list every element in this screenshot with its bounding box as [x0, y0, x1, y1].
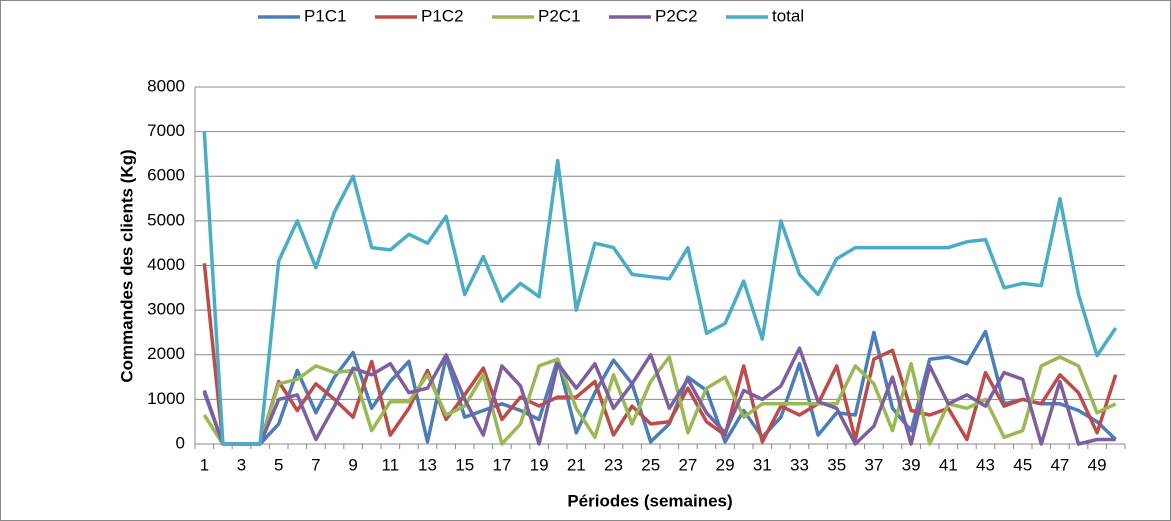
y-tick-label: 0 — [176, 433, 185, 452]
x-tick-label: 15 — [455, 455, 474, 474]
x-tick-label: 11 — [381, 455, 399, 474]
y-tick-label: 4000 — [147, 255, 185, 274]
x-tick-label: 25 — [641, 455, 660, 474]
x-tick-label: 7 — [311, 455, 320, 474]
y-tick-label: 8000 — [147, 76, 185, 95]
legend-label: P2C2 — [655, 6, 698, 25]
series-line — [202, 131, 1118, 446]
x-tick-label: 5 — [274, 455, 283, 474]
x-tick-label: 3 — [237, 455, 246, 474]
series-line — [202, 355, 1117, 446]
series-line — [202, 346, 1116, 446]
y-axis-title: Commandes des clients (Kg) — [117, 149, 136, 382]
x-tick-label: 1 — [200, 455, 209, 474]
y-tick-label: 7000 — [147, 121, 185, 140]
x-tick-label: 49 — [1088, 455, 1107, 474]
x-tick-label: 33 — [790, 455, 809, 474]
x-tick-label: 47 — [1050, 455, 1069, 474]
x-tick-label: 43 — [976, 455, 995, 474]
x-axis-title: Périodes (semaines) — [567, 491, 732, 510]
legend-label: P2C1 — [538, 6, 581, 25]
x-tick-label: 17 — [492, 455, 511, 474]
y-tick-label: 1000 — [147, 389, 185, 408]
legend-label: P1C1 — [304, 6, 347, 25]
x-tick-label: 23 — [604, 455, 623, 474]
x-tick-label: 39 — [902, 455, 921, 474]
y-tick-label: 5000 — [147, 210, 185, 229]
x-tick-label: 37 — [864, 455, 883, 474]
x-tick-label: 45 — [1013, 455, 1032, 474]
legend-label: total — [772, 6, 804, 25]
x-tick-label: 27 — [678, 455, 697, 474]
x-tick-label: 31 — [753, 455, 772, 474]
x-tick-label: 35 — [827, 455, 846, 474]
x-tick-label: 9 — [348, 455, 357, 474]
x-tick-label: 21 — [567, 455, 586, 474]
x-tick-label: 29 — [716, 455, 735, 474]
y-tick-label: 2000 — [147, 344, 185, 363]
series-line — [202, 329, 1117, 446]
legend-label: P1C2 — [421, 6, 464, 25]
series-line — [202, 263, 1118, 446]
x-tick-label: 19 — [530, 455, 549, 474]
x-tick-label: 13 — [418, 455, 437, 474]
y-tick-label: 6000 — [147, 166, 185, 185]
x-tick-label: 41 — [939, 455, 958, 474]
y-tick-label: 3000 — [147, 300, 185, 319]
